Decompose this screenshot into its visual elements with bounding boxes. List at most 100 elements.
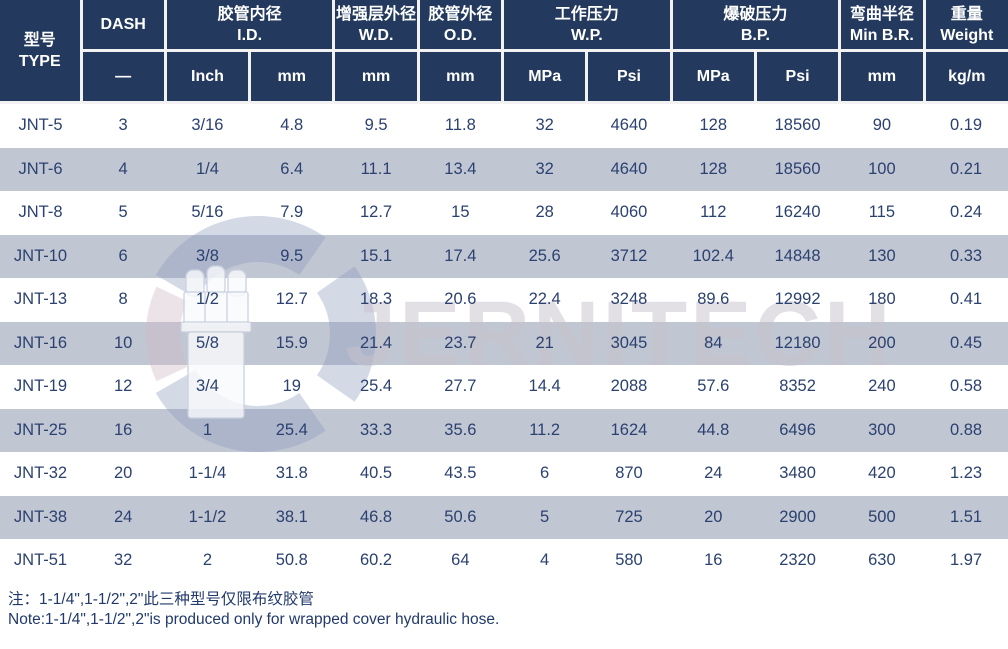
table-row: JNT-32 20 1-1/4 31.8 40.5 43.5 6 870 24 3480 420 1.… xyxy=(0,452,1008,496)
table-cell: 725 xyxy=(615,507,643,526)
table-cell: 4640 xyxy=(610,159,648,178)
table-cell: 20 xyxy=(113,464,133,483)
table-cell: 90 xyxy=(872,116,892,135)
table-cell: 420 xyxy=(868,464,896,483)
table-row: JNT-5 3 3/16 4.8 9.5 11.8 32 4640 128 18560 90 0.19 xyxy=(0,102,1008,148)
table-cell: 18.3 xyxy=(359,290,393,309)
col-header-dash-label: DASH xyxy=(100,16,146,33)
table-cell: JNT-8 xyxy=(18,203,63,222)
table-cell: 12180 xyxy=(774,333,821,352)
table-cell: 2088 xyxy=(610,377,648,396)
table-cell: 35.6 xyxy=(444,420,477,439)
table-row: JNT-6 4 1/4 6.4 11.1 13.4 32 4640 128 18560 100 0.2… xyxy=(0,147,1008,191)
col-header-bend-radius-en: Min B.R. xyxy=(849,26,914,44)
table-cell: 2320 xyxy=(779,551,816,570)
table-cell: 64 xyxy=(451,551,470,570)
table-cell: 5 xyxy=(540,507,550,526)
table-cell: 4 xyxy=(540,551,550,570)
table-cell: 32 xyxy=(535,116,554,135)
table-cell: JNT-51 xyxy=(13,551,68,570)
table-cell: 1/4 xyxy=(195,159,219,178)
table-cell: 13.4 xyxy=(444,159,477,178)
table-cell: 33.3 xyxy=(359,420,393,439)
col-header-wd-zh: 增强层外径 xyxy=(336,5,417,23)
table-cell: 580 xyxy=(615,551,643,570)
subheader-bp-mpa: MPa xyxy=(671,50,757,104)
footnote-zh: 注：1-1/4",1-1/2",2"此三种型号仅限布纹胶管 xyxy=(8,590,314,608)
spec-table-body: JNT-5 3 3/16 4.8 9.5 11.8 32 4640 128 18560 90 0.19… xyxy=(0,102,1008,583)
col-header-bp-zh: 爆破压力 xyxy=(723,5,788,23)
table-cell: 2900 xyxy=(779,507,816,526)
table-cell: 25.4 xyxy=(359,377,393,396)
table-cell: 60.2 xyxy=(359,551,393,570)
col-header-bend-radius: 弯曲半径 Min B.R. xyxy=(839,0,926,52)
table-cell: 9.5 xyxy=(280,246,304,265)
table-cell: JNT-13 xyxy=(13,290,68,309)
table-cell: 1-1/2 xyxy=(188,507,227,526)
col-header-weight-zh: 重量 xyxy=(950,5,983,23)
table-cell: 112 xyxy=(700,203,727,222)
col-header-id-zh: 胶管内径 xyxy=(217,5,282,23)
table-cell: JNT-5 xyxy=(18,116,63,135)
col-header-bp-en: B.P. xyxy=(740,26,770,44)
table-cell: 28 xyxy=(535,203,554,222)
col-header-type-zh: 型号 xyxy=(23,31,56,49)
col-header-wp-en: W.P. xyxy=(570,26,603,44)
table-cell: 1 xyxy=(202,420,213,439)
table-cell: 50.8 xyxy=(275,551,308,570)
col-header-od: 胶管外径 O.D. xyxy=(418,0,505,52)
table-cell: 21 xyxy=(535,333,554,352)
table-cell: 18560 xyxy=(774,116,821,135)
table-cell: 24 xyxy=(113,507,133,526)
table-cell: 180 xyxy=(868,290,896,309)
table-cell: 0.88 xyxy=(949,420,983,439)
table-cell: 128 xyxy=(699,116,728,135)
table-cell: 16 xyxy=(704,551,723,570)
table-cell: 12.7 xyxy=(275,290,308,309)
table-cell: 4 xyxy=(118,159,128,178)
table-cell: 40.5 xyxy=(359,464,393,483)
col-header-type: 型号 TYPE xyxy=(0,0,83,104)
table-cell: 240 xyxy=(868,377,896,396)
footnotes: 注：1-1/4",1-1/2",2"此三种型号仅限布纹胶管 Note:1-1/4… xyxy=(0,590,1008,630)
table-cell: JNT-38 xyxy=(13,507,68,526)
table-cell: 3248 xyxy=(610,290,648,309)
table-cell: 1.51 xyxy=(949,507,983,526)
table-cell: 130 xyxy=(868,246,896,265)
table-cell: 12992 xyxy=(774,290,821,309)
col-header-id-en: I.D. xyxy=(237,26,263,44)
table-cell: 11.1 xyxy=(360,159,392,178)
table-cell: 4060 xyxy=(610,203,648,222)
table-cell: 5/8 xyxy=(195,333,219,352)
table-cell: 24 xyxy=(704,464,723,483)
table-row: JNT-13 8 1/2 12.7 18.3 20.6 22.4 3248 89.6 12992 1… xyxy=(0,278,1008,322)
table-cell: 18560 xyxy=(774,159,821,178)
table-cell: 3480 xyxy=(779,464,816,483)
spec-table-header: 型号 TYPE DASH 胶管内径 I.D. 增强层外径 W.D. 胶管外径 O… xyxy=(0,0,1008,104)
col-header-type-en: TYPE xyxy=(18,52,61,70)
table-row: JNT-51 32 2 50.8 60.2 64 4 580 16 2320 630 1.97 xyxy=(0,539,1008,583)
col-header-od-zh: 胶管外径 xyxy=(428,5,493,23)
table-cell: 32 xyxy=(113,551,133,570)
table-cell: JNT-10 xyxy=(13,246,68,265)
table-cell: JNT-19 xyxy=(13,377,68,396)
col-header-wd-en: W.D. xyxy=(358,26,394,44)
subheader-od-mm: mm xyxy=(418,50,505,104)
col-header-weight: 重量 Weight xyxy=(924,0,1008,52)
col-header-weight-en: Weight xyxy=(940,26,994,44)
table-cell: 2 xyxy=(202,551,213,570)
subheader-wp-mpa: MPa xyxy=(502,50,589,104)
col-header-wp: 工作压力 W.P. xyxy=(502,0,673,52)
table-cell: 8 xyxy=(118,290,128,309)
table-cell: JNT-32 xyxy=(13,464,68,483)
table-cell: 0.19 xyxy=(949,116,983,135)
table-cell: 3/16 xyxy=(191,116,224,135)
table-cell: 8352 xyxy=(779,377,816,396)
subheader-wp-psi: Psi xyxy=(586,50,673,104)
table-cell: 11.8 xyxy=(444,116,476,135)
table-cell: 1.23 xyxy=(949,464,983,483)
table-cell: JNT-25 xyxy=(13,420,68,439)
table-cell: 630 xyxy=(868,551,896,570)
table-cell: 25.6 xyxy=(528,246,561,265)
table-cell: 0.45 xyxy=(949,333,983,352)
